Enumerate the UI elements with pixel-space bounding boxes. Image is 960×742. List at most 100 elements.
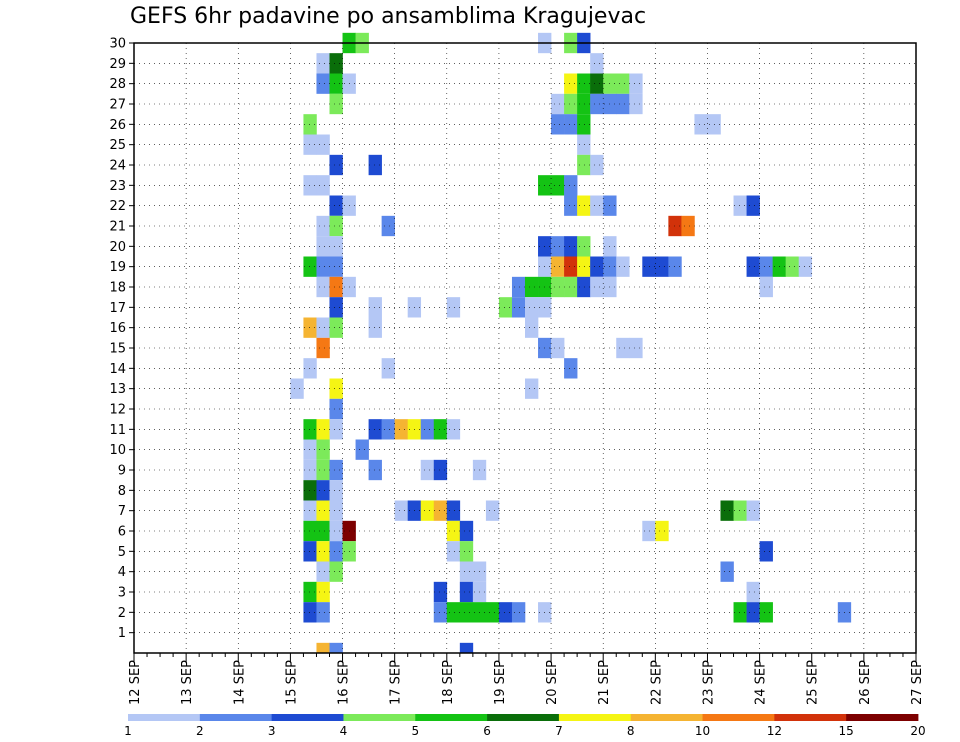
x-axis: 12 SEP 13 SEP 14 SEP 15 SEP 16 SEP 17 SEP 18 S… — [128, 653, 925, 705]
heatmap-cell — [655, 520, 669, 542]
heatmap-cell — [733, 500, 747, 521]
heatmap-cell — [564, 256, 578, 277]
colorbar-label: 15 — [839, 724, 854, 738]
heatmap-cell — [668, 256, 682, 277]
colorbar-swatch — [343, 714, 416, 721]
heatmap-cell — [590, 195, 604, 216]
y-tick-label: 9 — [118, 464, 126, 479]
heatmap-cell — [316, 419, 330, 440]
heatmap-cell — [316, 602, 330, 623]
x-tick-label: 18 SEP — [441, 660, 456, 705]
colorbar-label: 20 — [910, 724, 925, 738]
heatmap-cell — [459, 602, 474, 623]
heatmap-cell — [551, 256, 565, 277]
heatmap-cell — [368, 297, 382, 318]
heatmap-cell — [316, 175, 330, 196]
heatmap-cell — [577, 195, 591, 216]
heatmap-cell — [394, 500, 408, 521]
heatmap-cell — [590, 53, 604, 74]
heatmap-cell — [668, 215, 682, 237]
x-tick-label: 12 SEP — [128, 660, 143, 705]
colorbar-swatch — [199, 714, 273, 721]
heatmap-cell — [316, 236, 330, 257]
heatmap-cell — [303, 602, 317, 623]
heatmap-cell — [446, 500, 461, 521]
x-tick-label: 25 SEP — [806, 660, 821, 705]
y-tick-label: 6 — [118, 525, 126, 540]
heatmap-cell — [329, 73, 343, 94]
heatmap-cell — [303, 419, 317, 440]
heatmap-cell — [577, 154, 591, 176]
heatmap-cell — [329, 561, 343, 582]
heatmap-cell — [316, 53, 330, 74]
y-tick-label: 26 — [109, 118, 126, 133]
heatmap-cell — [577, 134, 591, 155]
heatmap-cell — [746, 500, 760, 521]
heatmap-cell — [381, 215, 395, 237]
colorbar-swatch — [702, 714, 775, 721]
y-tick-label: 23 — [109, 179, 126, 194]
heatmap-cell — [694, 114, 708, 135]
colorbar-label: 6 — [483, 724, 491, 738]
heatmap-cell — [746, 256, 760, 277]
heatmap-cell — [577, 276, 591, 298]
heatmap-cell — [433, 500, 448, 521]
heatmap-cell — [368, 459, 382, 481]
heatmap-cell — [420, 419, 435, 440]
colorbar-swatch — [630, 714, 703, 721]
heatmap-cell — [759, 541, 773, 562]
heatmap-cell — [329, 378, 343, 399]
heatmap-cell — [551, 337, 565, 359]
heatmap-cell — [551, 276, 565, 298]
heatmap-cell — [798, 256, 813, 277]
heatmap-cell — [433, 419, 448, 440]
colorbar-label: 5 — [411, 724, 419, 738]
heatmap-cell — [733, 602, 747, 623]
heatmap-cell — [759, 276, 773, 298]
heatmap-cell — [564, 73, 578, 94]
heatmap-cell — [329, 236, 343, 257]
heatmap-cell — [329, 276, 343, 298]
heatmap-cell — [459, 541, 474, 562]
heatmap-cell — [498, 602, 513, 623]
y-tick-label: 25 — [109, 138, 126, 153]
heatmap-cell — [551, 114, 565, 135]
heatmap-cell — [459, 642, 474, 653]
colorbar: 1 2 3 4 5 6 7 8 10 12 15 20 — [124, 714, 926, 738]
x-tick-label: 14 SEP — [232, 660, 247, 705]
x-tick-label: 24 SEP — [754, 660, 769, 705]
heatmap-cell — [446, 419, 461, 440]
heatmap-cell — [316, 317, 330, 338]
colorbar-label: 1 — [124, 724, 132, 738]
x-tick-label: 16 SEP — [337, 660, 352, 705]
heatmap-cell — [329, 500, 343, 521]
heatmap-cell — [759, 256, 773, 277]
heatmap-cell — [316, 561, 330, 582]
heatmap-cell — [681, 215, 695, 237]
y-tick-label: 8 — [118, 484, 126, 499]
heatmap-cell — [316, 500, 330, 521]
heatmap-cell — [629, 337, 643, 359]
heatmap-cell — [368, 317, 382, 338]
heatmap-cell — [746, 195, 760, 216]
heatmap-cell — [303, 175, 317, 196]
heatmap-cell — [733, 195, 747, 216]
heatmap-cell — [316, 480, 330, 501]
heatmap-cell — [303, 480, 317, 501]
heatmap-cell — [316, 459, 330, 481]
heatmap-cell — [329, 256, 343, 277]
y-tick-label: 30 — [109, 37, 126, 52]
heatmap-cell — [616, 256, 630, 277]
heatmap-cell — [316, 581, 330, 603]
heatmap-cell — [642, 256, 656, 277]
heatmap-cell — [577, 73, 591, 94]
heatmap-cell — [446, 602, 461, 623]
heatmap-cell — [303, 439, 317, 460]
heatmap-cell — [303, 500, 317, 521]
heatmap-cell — [720, 561, 734, 582]
heatmap-cell — [290, 378, 304, 399]
heatmap-cell — [785, 256, 799, 277]
heatmap-cell — [316, 520, 330, 542]
heatmap-cell — [316, 439, 330, 460]
